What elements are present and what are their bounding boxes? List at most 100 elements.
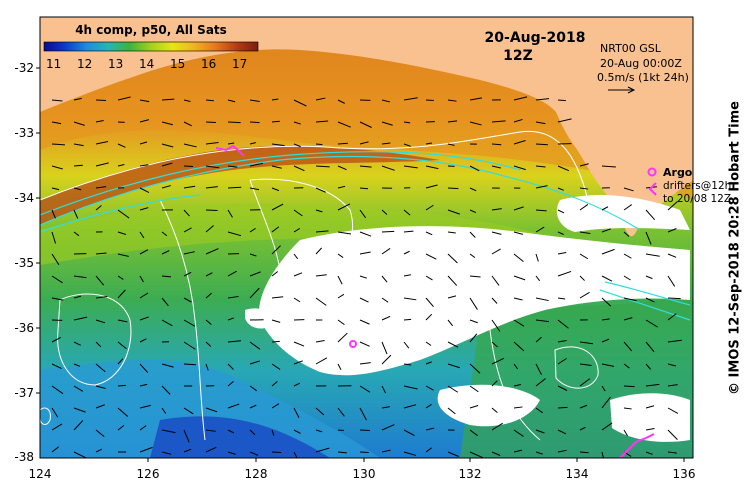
current-arrow xyxy=(425,275,433,281)
current-arrow xyxy=(161,363,174,368)
current-arrow xyxy=(359,275,367,279)
current-arrow xyxy=(447,341,459,348)
current-arrow xyxy=(403,429,415,436)
current-arrow xyxy=(161,162,173,167)
current-arrow xyxy=(469,121,482,126)
current-arrow xyxy=(491,208,502,211)
current-arrow xyxy=(403,209,411,216)
current-arrow xyxy=(95,404,105,409)
current-arrow xyxy=(315,447,330,453)
current-arrow xyxy=(337,121,351,128)
colorbar-tick: 17 xyxy=(232,57,247,71)
current-arrow xyxy=(469,297,478,310)
current-arrow xyxy=(95,385,106,389)
current-arrow xyxy=(601,338,610,343)
current-arrow xyxy=(667,313,677,321)
current-arrow xyxy=(403,341,410,349)
current-arrow xyxy=(667,429,678,440)
current-arrow xyxy=(513,140,526,145)
current-arrow xyxy=(205,248,219,255)
current-arrow xyxy=(579,163,589,167)
current-arrow xyxy=(139,404,151,409)
current-arrow xyxy=(359,209,367,219)
current-arrow xyxy=(271,187,280,192)
current-arrow xyxy=(535,226,545,233)
current-arrow xyxy=(579,253,589,260)
current-arrow xyxy=(469,333,478,343)
current-arrow xyxy=(161,143,174,148)
current-arrow xyxy=(557,339,567,343)
current-arrow xyxy=(95,120,104,123)
current-arrow xyxy=(315,247,323,255)
current-arrow xyxy=(249,360,260,365)
current-arrow xyxy=(447,319,454,327)
current-arrow xyxy=(579,204,589,211)
current-arrow xyxy=(337,332,348,343)
current-arrow xyxy=(491,407,498,413)
current-arrow xyxy=(315,339,325,343)
current-arrow xyxy=(425,427,435,431)
current-arrow xyxy=(161,429,176,434)
current-arrow xyxy=(579,187,589,190)
current-arrow xyxy=(161,185,171,189)
current-arrow xyxy=(667,297,681,300)
current-arrow xyxy=(535,336,542,343)
current-arrow xyxy=(381,99,391,103)
current-arrow xyxy=(161,98,175,101)
current-arrow xyxy=(271,98,279,101)
current-arrow xyxy=(557,429,567,435)
current-arrow xyxy=(623,204,633,211)
current-arrow xyxy=(557,165,570,172)
lon-tick: 124 xyxy=(29,467,52,481)
current-arrow xyxy=(51,363,62,370)
current-arrow xyxy=(381,230,395,233)
current-arrow xyxy=(117,209,130,219)
current-arrow xyxy=(469,253,476,259)
current-arrow xyxy=(337,99,345,104)
current-arrow xyxy=(601,165,616,168)
current-arrow xyxy=(293,429,301,434)
current-arrow xyxy=(447,275,458,286)
current-arrow xyxy=(249,385,258,392)
current-arrow xyxy=(249,253,257,257)
current-arrow xyxy=(469,165,480,172)
current-arrow xyxy=(645,341,655,353)
current-arrow xyxy=(51,99,63,102)
current-arrow xyxy=(271,363,281,370)
current-arrow xyxy=(425,297,434,308)
current-arrow xyxy=(315,274,327,277)
current-arrow xyxy=(249,162,264,167)
current-arrow xyxy=(645,383,660,387)
current-arrow xyxy=(447,253,458,264)
current-arrow xyxy=(601,385,606,392)
current-arrow xyxy=(293,297,301,303)
current-arrow xyxy=(535,185,548,189)
current-arrow xyxy=(227,429,235,434)
current-arrow xyxy=(557,270,572,277)
lon-tick: 134 xyxy=(566,467,589,481)
colorbar-tick: 13 xyxy=(108,57,123,71)
current-arrow xyxy=(249,121,260,124)
current-arrow xyxy=(403,363,412,366)
current-arrow xyxy=(271,143,285,147)
current-arrow xyxy=(557,385,568,391)
current-arrow xyxy=(183,143,197,148)
current-arrow xyxy=(337,429,345,432)
current-arrow xyxy=(359,251,371,255)
current-arrow xyxy=(601,275,613,282)
current-arrow xyxy=(117,163,125,167)
current-arrow xyxy=(227,451,236,455)
current-arrow xyxy=(73,385,84,392)
current-arrow xyxy=(73,451,86,458)
drifter-tracks xyxy=(215,144,655,458)
current-arrow xyxy=(447,385,459,393)
current-arrow xyxy=(205,429,216,432)
current-arrow xyxy=(51,297,64,301)
current-arrow xyxy=(359,231,372,237)
current-arrows xyxy=(51,96,682,458)
current-arrow xyxy=(227,121,241,124)
current-arrow xyxy=(183,341,196,350)
current-arrow xyxy=(205,446,217,453)
current-arrow xyxy=(425,184,438,189)
current-arrow xyxy=(249,227,256,233)
